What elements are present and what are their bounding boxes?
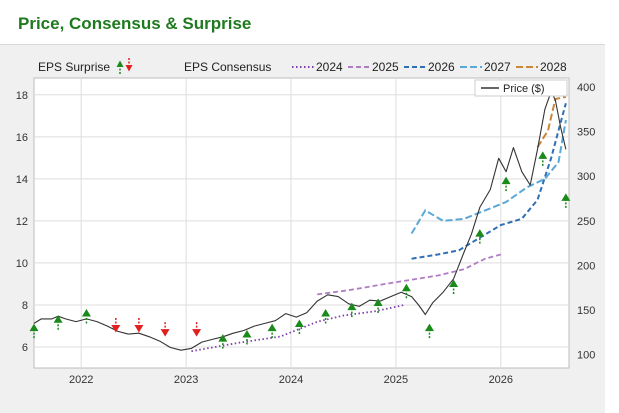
y-left-tick-label: 8 — [22, 300, 28, 312]
chart-title: Price, Consensus & Surprise — [18, 14, 252, 33]
legend-consensus-years: 2024 2025 2026 2027 2028 — [292, 60, 567, 74]
arrow-head — [267, 323, 277, 332]
legend-label-2025: 2025 — [372, 60, 399, 74]
consensus-line-2024 — [191, 304, 405, 353]
eps-surprise-up-arrow — [321, 308, 331, 324]
eps-surprise-up-arrow — [53, 315, 63, 330]
y-left-tick-label: 18 — [16, 90, 28, 102]
eps-surprise-up-arrow — [294, 319, 304, 334]
y-left-tick-label: 14 — [16, 174, 28, 186]
arrow-head — [134, 324, 144, 333]
eps-surprise-up-arrow — [501, 176, 511, 192]
arrow-head — [192, 329, 202, 337]
eps-surprise-up-arrow — [561, 193, 571, 208]
y-left-tick-label: 12 — [16, 216, 28, 228]
consensus-line-2028 — [536, 95, 567, 148]
legend-label-2028: 2028 — [540, 60, 567, 74]
arrow-head — [347, 302, 357, 311]
arrow-head — [424, 323, 434, 332]
eps-surprise-down-arrow — [192, 322, 202, 337]
arrow-head — [321, 308, 331, 317]
x-tick-label: 2025 — [384, 374, 408, 386]
y-right-tick-label: 100 — [577, 350, 595, 362]
eps-surprise-up-arrow — [29, 323, 39, 339]
y-left-tick-label: 6 — [22, 342, 28, 354]
legend-label-2024: 2024 — [316, 60, 343, 74]
arrow-head — [294, 319, 304, 327]
price-line — [33, 90, 567, 351]
y-right-tick-label: 200 — [577, 260, 595, 272]
legend: EPS Surprise EPS Consensus 2024 2025 2026 2… — [38, 58, 567, 74]
arrow-head — [538, 151, 548, 159]
y-right-tick-label: 400 — [577, 82, 595, 94]
eps-surprise-up-arrow — [475, 229, 485, 244]
consensus-line-2027 — [410, 119, 567, 235]
arrow-head — [449, 279, 459, 288]
arrow-head — [401, 283, 411, 292]
y-left-tick-label: 10 — [16, 258, 28, 270]
eps-surprise-up-arrow — [373, 298, 383, 313]
eps-surprise-up-arrow — [449, 279, 459, 295]
y-right-tick-label: 350 — [577, 127, 595, 139]
price-legend-box — [474, 79, 568, 97]
legend-surprise-arrows — [116, 58, 133, 74]
arrow-head — [29, 323, 39, 332]
eps-surprise-down-arrow — [111, 317, 121, 333]
arrow-head — [561, 193, 571, 201]
y-right-tick-label: 150 — [577, 305, 595, 317]
legend-eps-surprise: EPS Surprise — [38, 60, 110, 74]
legend-label-2026: 2026 — [428, 60, 455, 74]
eps-surprise-down-arrow — [134, 317, 144, 333]
arrow-head — [125, 65, 133, 72]
price-legend-label: Price ($) — [503, 83, 545, 95]
consensus-line-2026 — [411, 102, 567, 260]
eps-surprise-up-arrow — [242, 329, 252, 345]
eps-surprise-up-arrow — [424, 323, 434, 339]
legend-up-arrow — [116, 60, 124, 74]
plot-area: 2022 2023 2024 2025 2026 6 8 10 12 14 16 18 100 150 20… — [16, 77, 595, 386]
y-right-tick-label: 300 — [577, 171, 595, 183]
arrow-head — [373, 298, 383, 306]
arrow-head — [111, 324, 121, 333]
x-tick-label: 2024 — [279, 374, 303, 386]
legend-eps-consensus: EPS Consensus — [184, 60, 271, 74]
arrow-head — [218, 334, 228, 342]
x-tick-label: 2022 — [69, 374, 93, 386]
x-tick-label: 2023 — [174, 374, 198, 386]
arrow-head — [53, 315, 63, 323]
eps-surprise-up-arrow — [81, 308, 91, 324]
eps-surprise-up-arrow — [401, 283, 411, 299]
arrow-head — [242, 329, 252, 338]
arrow-head — [475, 229, 485, 237]
y-left-tick-label: 16 — [16, 132, 28, 144]
eps-surprise-up-arrow — [267, 323, 277, 339]
y-right-tick-label: 250 — [577, 216, 595, 228]
arrow-head — [160, 329, 170, 337]
eps-surprise-up-arrow — [538, 151, 548, 166]
arrow-head — [116, 60, 124, 67]
eps-surprise-down-arrow — [160, 322, 170, 337]
legend-down-arrow — [125, 58, 133, 72]
plot-background — [33, 77, 570, 369]
consensus-line-2025 — [317, 253, 502, 296]
arrow-head — [81, 308, 91, 317]
eps-surprise-up-arrow — [347, 302, 357, 318]
legend-label-2027: 2027 — [484, 60, 511, 74]
x-tick-label: 2026 — [489, 374, 513, 386]
eps-surprise-up-arrow — [218, 334, 228, 349]
arrow-head — [501, 176, 511, 185]
